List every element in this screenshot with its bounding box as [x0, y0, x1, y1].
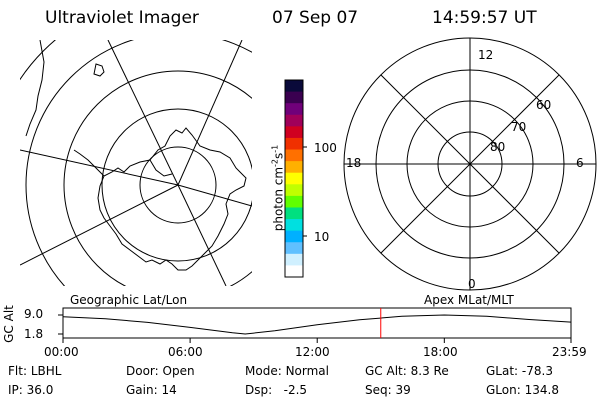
antarctica-peninsula	[73, 149, 105, 177]
colorbar-swatch	[285, 230, 303, 243]
alt-xtick-label: 23:59	[552, 345, 587, 359]
colorbar-swatch	[285, 80, 303, 93]
lat-circle	[63, 70, 252, 286]
colorbar-swatch	[285, 149, 303, 162]
alt-xtick-label: 18:00	[423, 345, 458, 359]
time-label: 14:59:57 UT	[432, 8, 537, 28]
alt-xtick-label: 12:00	[295, 345, 330, 359]
lon-line	[20, 184, 179, 266]
colorbar-tick-label: 100	[314, 141, 337, 155]
colorbar-tick-label: 10	[314, 230, 330, 244]
lat-circle	[139, 146, 217, 224]
plot-frame	[62, 307, 572, 339]
colorbar-swatch	[285, 242, 303, 255]
mlat-label-60: 60	[536, 98, 552, 112]
colorbar-unit-label: photon cm-2s-1	[270, 144, 286, 232]
lat-circle	[25, 40, 252, 286]
colorbar-swatch	[285, 219, 303, 232]
altitude-curve	[62, 314, 572, 335]
info-seq: Seq: 39	[365, 383, 411, 397]
info-ip: IP: 36.0	[8, 383, 54, 397]
colorbar-swatch	[285, 114, 303, 127]
alt-ytick-label: 9.0	[24, 307, 44, 321]
south-america-coast	[25, 40, 45, 137]
colorbar-ticks	[303, 146, 307, 237]
date-label: 07 Sep 07	[272, 8, 359, 28]
magnetic-map	[343, 37, 597, 291]
altitude-plot	[58, 307, 572, 343]
info-dsp: Dsp: -2.5	[245, 383, 308, 397]
antarctica-coastline	[97, 127, 247, 271]
colorbar-swatch	[285, 172, 303, 185]
alt-ylabel: GC Alt	[2, 305, 16, 343]
left-map-title: Geographic Lat/Lon	[70, 293, 188, 307]
info-glat: GLat: -78.3	[486, 364, 553, 378]
mlat-label-70: 70	[511, 120, 527, 134]
colorbar-swatch	[285, 103, 303, 116]
mlt-label-bottom: 0	[468, 277, 476, 291]
longitude-lines	[20, 40, 252, 286]
colorbar-swatch	[285, 253, 303, 267]
colorbar-swatch	[285, 195, 303, 209]
info-gc-alt: GC Alt: 8.3 Re	[365, 364, 449, 378]
info-mode: Mode: Normal	[245, 364, 329, 378]
lon-line	[177, 40, 243, 186]
latitude-circles	[20, 40, 252, 286]
geographic-map	[20, 40, 252, 286]
mlt-label-right: 6	[576, 156, 584, 170]
info-glon: GLon: 134.8	[486, 383, 559, 397]
colorbar-swatch	[285, 137, 303, 151]
info-gain: Gain: 14	[126, 383, 177, 397]
lat-circle	[20, 40, 57, 81]
colorbar	[284, 79, 304, 278]
colorbar-swatch	[285, 91, 303, 104]
lon-line	[20, 149, 179, 186]
lon-line	[107, 40, 179, 186]
mlat-label-80: 80	[490, 140, 506, 154]
colorbar-swatch	[285, 207, 303, 220]
alt-xtick-label: 00:00	[44, 345, 79, 359]
colorbar-swatch	[285, 126, 303, 139]
alt-ytick-label: 1.8	[24, 327, 44, 341]
ice-shelf	[149, 159, 173, 177]
colorbar-swatch	[285, 184, 303, 197]
colorbar-swatch	[285, 265, 303, 278]
mlt-line-diag	[380, 74, 560, 254]
colorbar-swatch	[285, 161, 303, 174]
mlt-label-left: 18	[346, 156, 362, 170]
x-axis-ticks	[62, 338, 572, 343]
falkland-islands	[93, 63, 105, 77]
info-door: Door: Open	[126, 364, 195, 378]
lon-line	[177, 184, 227, 286]
colorbar-frame	[284, 79, 304, 278]
instrument-title: Ultraviolet Imager	[45, 8, 199, 28]
lat-circle	[101, 108, 252, 262]
info-filter: Flt: LBHL	[8, 364, 62, 378]
right-map-title: Apex MLat/MLT	[424, 293, 514, 307]
lon-line	[177, 184, 252, 207]
mlt-label-top: 12	[478, 48, 494, 62]
alt-xtick-label: 06:00	[168, 345, 203, 359]
